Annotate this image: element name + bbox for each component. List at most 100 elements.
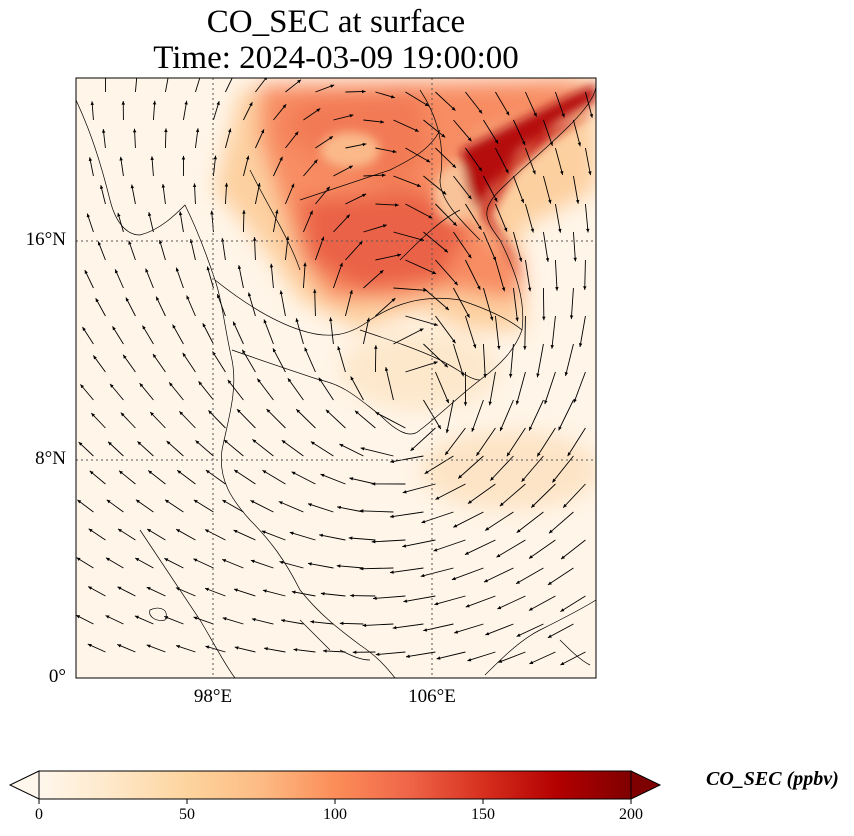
wind-vector-head [325, 409, 330, 414]
wind-vector [375, 203, 399, 206]
wind-vector-head [346, 214, 350, 219]
wind-vector [515, 567, 544, 585]
wind-vector-head [80, 384, 85, 389]
wind-vector-head [179, 411, 184, 416]
wind-vector [164, 499, 184, 513]
wind-vector-head [573, 257, 577, 262]
wind-vector-head [444, 248, 448, 253]
wind-vector-head [326, 186, 330, 191]
wind-vector [453, 175, 472, 200]
wind-vector-head [309, 210, 313, 215]
wind-vector-head [451, 339, 456, 344]
wind-vector-head [291, 590, 296, 594]
wind-vector [435, 483, 466, 500]
wind-vector-head [252, 237, 257, 241]
wind-vector-head [164, 616, 169, 620]
wind-vector-head [531, 503, 536, 508]
wind-vector-head [164, 128, 168, 133]
wind-vector-head [192, 183, 197, 188]
wind-vector [291, 591, 316, 597]
wind-vector-head [117, 528, 122, 533]
wind-vector [354, 410, 376, 429]
wind-vector [193, 558, 214, 569]
wind-vector-head [348, 536, 353, 540]
wind-vector-head [148, 470, 153, 475]
colorbar-tick-150: 150 [471, 806, 495, 823]
wind-vector-head [402, 490, 407, 494]
wind-vector [252, 439, 274, 457]
wind-vector-head [135, 558, 140, 562]
wind-vector [584, 203, 589, 233]
wind-vector [506, 427, 526, 457]
wind-vector-head [78, 442, 83, 446]
wind-vector [464, 539, 496, 555]
wind-vector [405, 651, 436, 658]
wind-vector [194, 78, 201, 93]
wind-vector-head [371, 539, 376, 544]
wind-vector-head [175, 587, 180, 591]
wind-vector [251, 618, 274, 625]
wind-vector-head [578, 343, 583, 347]
wind-vector-head [432, 270, 437, 274]
wind-vector-head [260, 129, 265, 134]
wind-vector-head [395, 203, 399, 207]
wind-vector-head [493, 197, 498, 202]
wind-vector-head [545, 257, 550, 262]
wind-vector [403, 595, 436, 603]
wind-vector [465, 595, 496, 608]
wind-vector-head [567, 452, 572, 457]
wind-vector-head [348, 165, 353, 169]
wind-vector [548, 511, 574, 534]
wind-vector [362, 317, 370, 345]
wind-vector [212, 351, 226, 373]
wind-vector [547, 623, 574, 639]
wind-vector-head [290, 183, 295, 188]
wind-vector-head [472, 344, 477, 349]
wind-vector-head [176, 529, 181, 533]
wind-vector-head [354, 410, 359, 415]
wind-vector-head [529, 660, 534, 664]
wind-vector-head [478, 167, 482, 172]
wind-vector-head [223, 439, 228, 444]
wind-vector-head [291, 471, 296, 475]
wind-vector-head [428, 215, 433, 219]
wind-vector-head [336, 564, 341, 568]
wind-vector-head [195, 128, 200, 133]
wind-vector [182, 352, 196, 373]
wind-vector-head [310, 441, 315, 445]
wind-vector-head [247, 292, 252, 297]
wind-vector-head [544, 400, 548, 405]
wind-vector [250, 499, 274, 513]
wind-vector-head [117, 586, 122, 590]
wind-vector-head [530, 228, 535, 233]
wind-vector [509, 343, 514, 378]
wind-vector-head [467, 254, 472, 259]
wind-vector [530, 483, 556, 508]
wind-vector-head [216, 101, 220, 106]
wind-vector-head [361, 89, 366, 94]
wind-vector-head [134, 615, 139, 619]
wind-vector-head [108, 441, 112, 446]
wind-vector-head [195, 440, 200, 445]
wind-vector-head [423, 628, 428, 632]
wind-vector [453, 119, 472, 142]
concentration-field [76, 78, 596, 678]
wind-vector-head [250, 559, 255, 564]
wind-vector-head [77, 499, 82, 504]
wind-vector-head [547, 581, 552, 585]
wind-vector-head [436, 656, 441, 660]
wind-vector [543, 119, 553, 147]
wind-vector-head [424, 470, 429, 474]
wind-vector [232, 321, 244, 345]
wind-vector [233, 529, 256, 541]
wind-vector-head [508, 373, 513, 378]
wind-vector-head [586, 228, 590, 233]
wind-vector-head [112, 326, 116, 331]
wind-vector-head [204, 587, 209, 592]
wind-vectors [76, 78, 594, 666]
wind-vector [222, 617, 244, 625]
wind-vector-head [304, 347, 308, 352]
wind-vector-head [272, 348, 277, 353]
wind-vector [544, 371, 556, 405]
